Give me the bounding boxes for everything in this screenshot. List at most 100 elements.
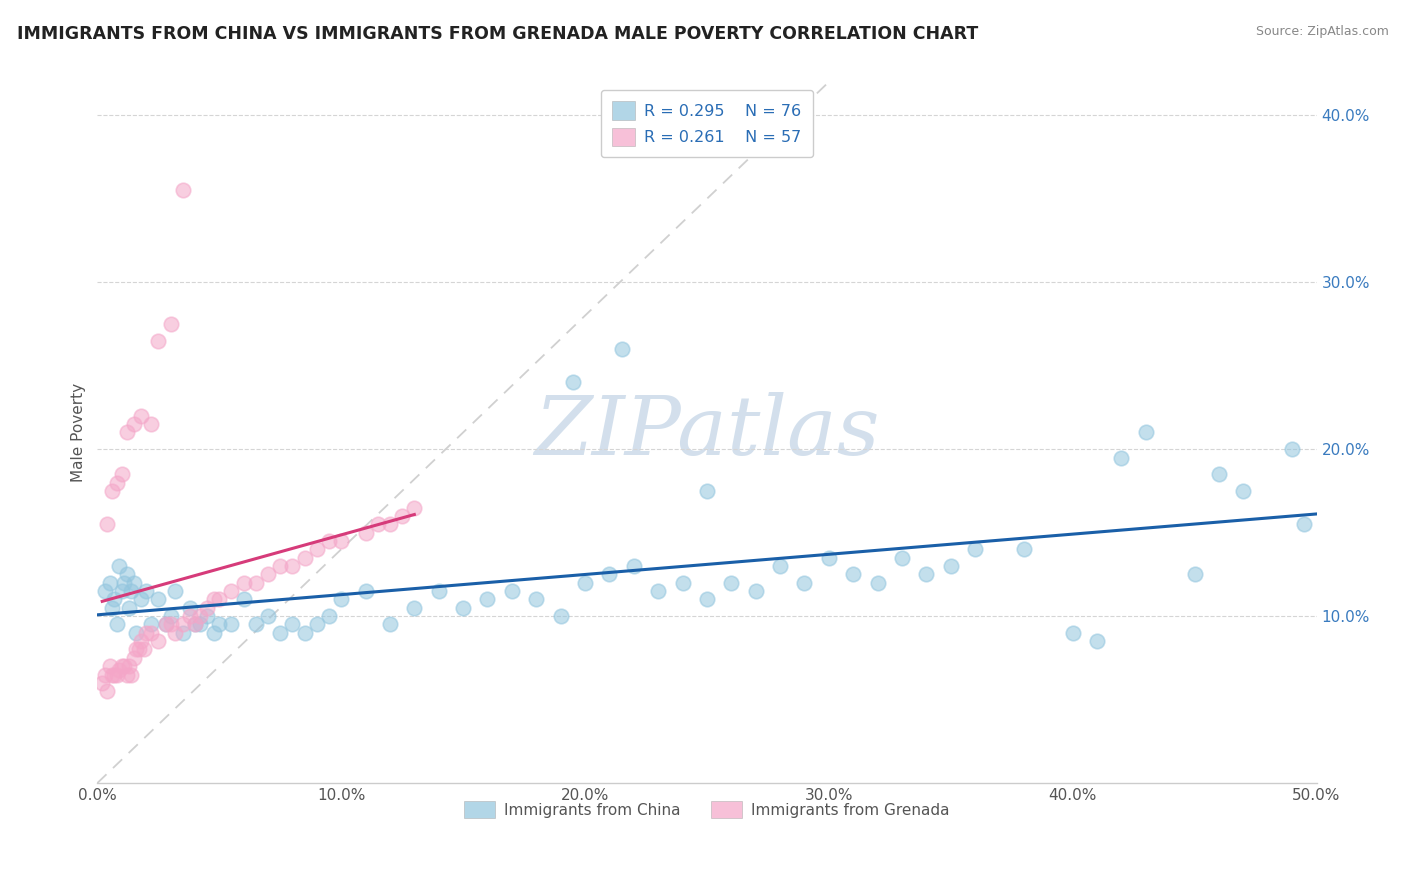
Point <box>148 634 170 648</box>
Point <box>148 592 170 607</box>
Point <box>1281 442 1303 457</box>
Text: IMMIGRANTS FROM CHINA VS IMMIGRANTS FROM GRENADA MALE POVERTY CORRELATION CHART: IMMIGRANTS FROM CHINA VS IMMIGRANTS FROM… <box>17 25 979 43</box>
Point <box>159 617 181 632</box>
Point <box>232 592 254 607</box>
Point <box>1294 517 1316 532</box>
Point <box>427 584 450 599</box>
Point <box>101 483 124 498</box>
Point <box>1208 467 1230 482</box>
Point <box>891 550 914 565</box>
Point <box>477 592 499 607</box>
Y-axis label: Male Poverty: Male Poverty <box>72 383 86 482</box>
Point <box>294 550 316 565</box>
Point <box>111 584 134 599</box>
Point <box>610 342 633 356</box>
Point <box>744 584 766 599</box>
Point <box>129 634 152 648</box>
Point <box>172 617 194 632</box>
Point <box>115 667 138 681</box>
Point <box>188 609 211 624</box>
Point <box>208 617 231 632</box>
Point <box>404 500 426 515</box>
Point <box>155 617 177 632</box>
Point <box>1062 625 1084 640</box>
Point <box>1232 483 1254 498</box>
Point <box>245 575 267 590</box>
Point <box>165 625 187 640</box>
Point <box>1085 634 1108 648</box>
Text: Source: ZipAtlas.com: Source: ZipAtlas.com <box>1256 25 1389 38</box>
Point <box>195 609 218 624</box>
Point <box>915 567 938 582</box>
Point <box>112 659 135 673</box>
Point <box>129 592 152 607</box>
Point <box>195 600 218 615</box>
Point <box>172 625 194 640</box>
Point <box>367 517 389 532</box>
Point <box>391 508 413 523</box>
Point <box>318 533 340 548</box>
Point <box>91 676 114 690</box>
Point <box>696 592 718 607</box>
Point <box>1012 542 1035 557</box>
Point <box>354 525 377 540</box>
Point <box>101 600 124 615</box>
Point <box>135 584 157 599</box>
Point <box>574 575 596 590</box>
Point <box>647 584 669 599</box>
Point <box>112 575 135 590</box>
Point <box>1184 567 1206 582</box>
Point <box>269 559 291 574</box>
Point <box>115 425 138 440</box>
Point <box>125 625 148 640</box>
Point <box>159 609 181 624</box>
Point <box>121 584 143 599</box>
Point <box>221 584 243 599</box>
Point <box>155 617 177 632</box>
Point <box>269 625 291 640</box>
Point <box>93 667 115 681</box>
Point <box>501 584 523 599</box>
Point <box>598 567 620 582</box>
Point <box>281 617 304 632</box>
Point <box>866 575 889 590</box>
Point <box>139 625 162 640</box>
Point <box>121 667 143 681</box>
Point <box>118 600 141 615</box>
Point <box>720 575 742 590</box>
Point <box>305 542 328 557</box>
Point <box>793 575 815 590</box>
Point <box>221 617 243 632</box>
Point <box>257 567 280 582</box>
Point <box>98 575 121 590</box>
Point <box>159 317 181 331</box>
Point <box>125 642 148 657</box>
Point <box>135 625 157 640</box>
Point <box>550 609 572 624</box>
Point <box>132 642 155 657</box>
Point <box>245 617 267 632</box>
Point <box>96 684 118 698</box>
Point <box>318 609 340 624</box>
Point <box>111 659 134 673</box>
Point <box>671 575 693 590</box>
Point <box>965 542 987 557</box>
Point <box>939 559 962 574</box>
Point <box>769 559 792 574</box>
Point <box>122 417 145 431</box>
Point <box>93 584 115 599</box>
Point <box>354 584 377 599</box>
Point <box>96 517 118 532</box>
Point <box>148 334 170 348</box>
Text: ZIPatlas: ZIPatlas <box>534 392 880 473</box>
Point <box>524 592 547 607</box>
Point <box>103 667 125 681</box>
Legend: Immigrants from China, Immigrants from Grenada: Immigrants from China, Immigrants from G… <box>458 795 956 824</box>
Point <box>111 467 134 482</box>
Point <box>165 584 187 599</box>
Point <box>128 642 150 657</box>
Point <box>842 567 865 582</box>
Point <box>172 183 194 197</box>
Point <box>1111 450 1133 465</box>
Point <box>129 409 152 423</box>
